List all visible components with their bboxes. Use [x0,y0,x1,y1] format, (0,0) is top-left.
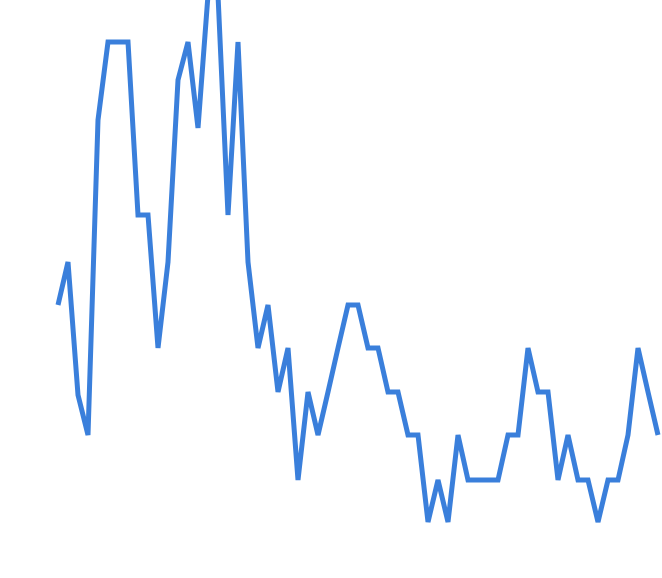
data-line [55,0,661,523]
